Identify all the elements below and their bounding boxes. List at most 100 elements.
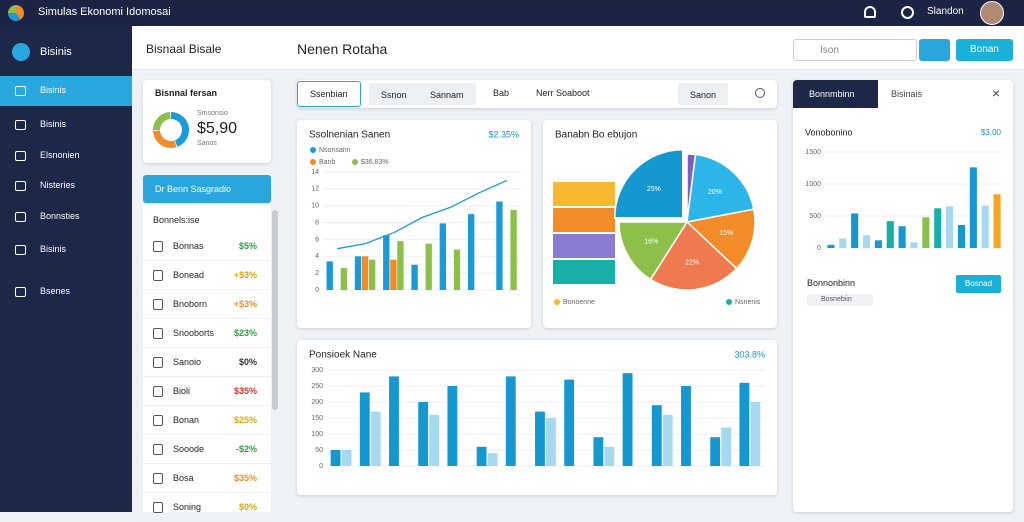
bar (390, 259, 397, 290)
row-name[interactable]: Bosa (173, 473, 194, 483)
avatar[interactable] (980, 1, 1004, 25)
row-divider (143, 405, 271, 406)
legend-label: $36.83% (361, 159, 389, 166)
nav-item[interactable]: Elsnonien (40, 150, 80, 160)
pie-slice (614, 149, 684, 219)
close-button[interactable]: × (992, 85, 1001, 101)
panel-item[interactable]: Bosnebiin (807, 294, 873, 306)
action-button[interactable]: Dr Benn Sasgradio (143, 175, 271, 203)
nav-item[interactable]: Bsenes (40, 286, 71, 296)
bar (662, 414, 673, 466)
user-name[interactable]: Slandon (927, 6, 964, 17)
scrollbar[interactable] (272, 210, 278, 410)
bar (922, 217, 930, 248)
sidebar: Bisinis Bisinis Bisinis Elsnonien Nisteries… (0, 26, 132, 512)
bar (934, 208, 942, 248)
y-tick-label: 10 (311, 203, 319, 210)
bar (681, 386, 691, 466)
tab-bar: Ssenbian Ssnon Sannam Bab Nerr Soaboot Sanon (297, 80, 777, 108)
panel-tab-active[interactable]: Bonnmbinn (793, 80, 878, 108)
nav-icon (15, 181, 26, 191)
chart: Banabn Bo ebujon 20% 15% 22% 16% 25% Bonoenne N… (553, 130, 761, 306)
y-tick-label: 0 (319, 463, 323, 470)
row-name[interactable]: Sooode (173, 444, 205, 454)
notification-icon[interactable] (864, 6, 876, 18)
row-divider (143, 347, 271, 348)
row-icon (153, 328, 163, 339)
tab[interactable]: Bab (493, 88, 510, 98)
chart-annotation: 303.8% (734, 349, 765, 359)
nav-icon (15, 120, 26, 130)
row-value: $0% (238, 357, 257, 367)
row-value: $0% (238, 502, 257, 512)
summary-caption: Smsonsio (197, 110, 228, 117)
tab[interactable]: Sanon (678, 83, 729, 105)
legend-swatch (310, 159, 316, 165)
panel-tab[interactable]: Bisinais (891, 89, 923, 99)
bar (341, 450, 352, 466)
row-icon (153, 386, 163, 397)
bar (721, 427, 732, 466)
help-icon[interactable] (901, 6, 914, 19)
row-name[interactable]: Soning (173, 502, 202, 512)
row-name[interactable]: Bonan (173, 415, 200, 425)
bar (505, 376, 516, 466)
row-divider (143, 260, 271, 261)
row-icon (153, 241, 163, 252)
nav-item[interactable]: Bonnsties (40, 211, 80, 221)
bar (397, 241, 404, 290)
panel-button[interactable]: Bosnad (956, 275, 1001, 293)
header-button[interactable]: Bonan (956, 39, 1013, 61)
chart-annotation: $3.00 (981, 128, 1002, 137)
pie-slice (685, 208, 756, 270)
y-tick-label: 1000 (805, 181, 821, 188)
row-name[interactable]: Bioli (173, 386, 191, 396)
row-name[interactable]: Snooborts (173, 328, 215, 338)
page-title[interactable]: Nenen Rotaha (297, 41, 388, 57)
row-icon (153, 502, 163, 513)
bar (496, 201, 503, 290)
search-box[interactable]: Ison (793, 39, 917, 61)
bar (862, 235, 871, 248)
tab[interactable]: Sannam (418, 83, 476, 105)
top-bar: Simulas Ekonomi Idomosai Slandon (0, 0, 1024, 26)
slice-label: 25% (647, 186, 661, 193)
row-name[interactable]: Bonead (173, 270, 205, 280)
bar (354, 256, 362, 290)
y-tick-label: 500 (809, 213, 821, 220)
row-name[interactable]: Bnoborn (173, 299, 208, 309)
bar (946, 206, 954, 248)
nav-item[interactable]: Nisteries (40, 180, 76, 190)
nav-item[interactable]: Bisinis (40, 119, 67, 129)
bar (439, 223, 447, 290)
bar (546, 418, 556, 466)
tab[interactable]: Ssenbian (297, 81, 361, 107)
nav-item[interactable]: Bisinis (40, 244, 67, 254)
chart-card: Ponsioek Nane 303.8% 0 50 100 150 200 250 300 (297, 340, 777, 495)
tab[interactable]: Nerr Soaboot (536, 88, 590, 98)
chart: Ssolnenian Sanen $2.35% 0 2 4 6 8 10 12 14 Nsonsan… (309, 129, 521, 294)
bar (453, 249, 461, 290)
y-tick-label: 200 (311, 399, 323, 406)
y-tick-label: 0 (315, 287, 319, 294)
summary-amount: $5,90 (197, 120, 238, 137)
y-tick-label: 8 (315, 219, 319, 226)
bar (886, 221, 894, 248)
tab[interactable]: Ssnon (369, 83, 419, 105)
slice-label: 16% (644, 238, 658, 245)
bar (604, 446, 615, 466)
search-button[interactable] (919, 39, 950, 61)
row-icon (153, 415, 163, 426)
donut-segment (171, 112, 189, 147)
bar (827, 244, 835, 248)
summary-note: Sanos (197, 140, 217, 147)
row-value: +$3% (233, 299, 257, 309)
summary-card: Bisnnal fersan Smsonsio $5,90 Sanos (143, 80, 271, 163)
summary-title: Bisnnal fersan (155, 88, 218, 98)
tab-icon[interactable] (755, 88, 765, 98)
nav-icon (15, 212, 26, 222)
nav-item[interactable]: Bisinis (40, 85, 67, 95)
row-divider (143, 318, 271, 319)
row-name[interactable]: Bonnas (173, 241, 204, 251)
row-name[interactable]: Sanoio (173, 357, 202, 367)
